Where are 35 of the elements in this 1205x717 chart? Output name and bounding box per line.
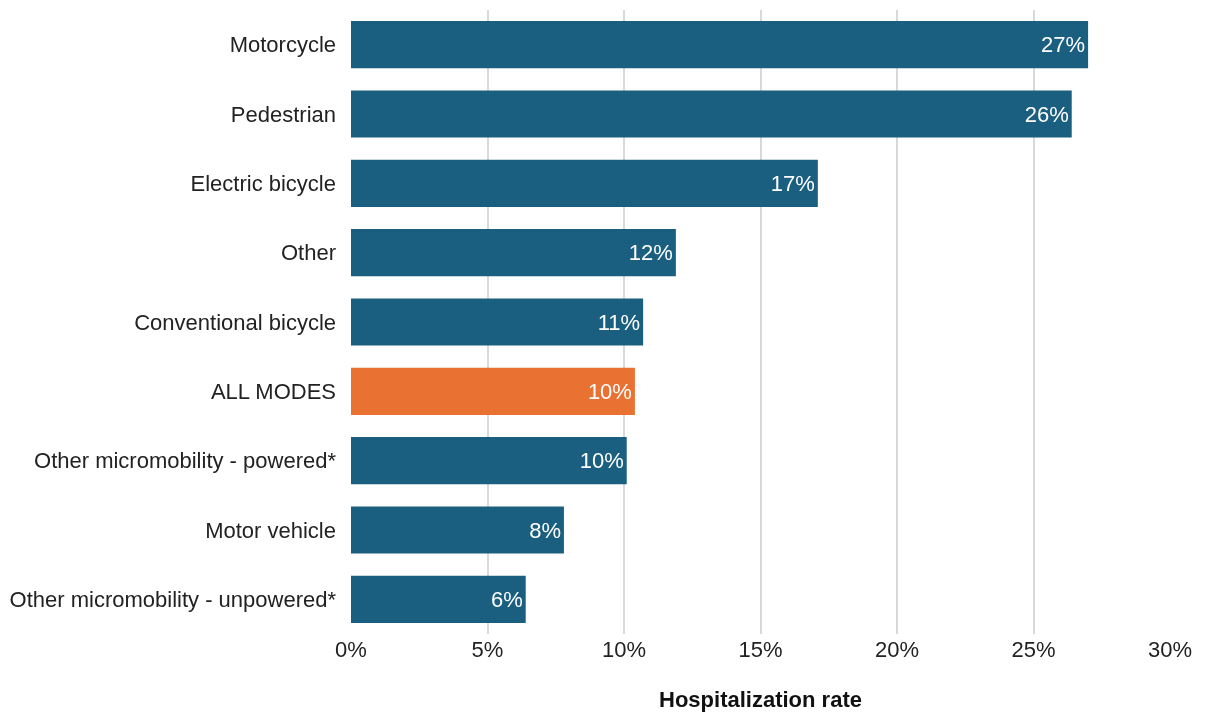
y-tick-label: Motor vehicle bbox=[205, 517, 336, 543]
y-tick-label: Other bbox=[280, 240, 336, 266]
y-tick-label: Pedestrian bbox=[230, 101, 336, 127]
data-label: 6% bbox=[490, 586, 523, 612]
data-label: 26% bbox=[1024, 101, 1069, 127]
bar bbox=[351, 229, 676, 277]
x-tick-label: 10% bbox=[601, 637, 647, 662]
bar bbox=[351, 437, 627, 485]
data-label: 8% bbox=[529, 517, 561, 543]
x-tick-label: 20% bbox=[874, 637, 920, 662]
data-label: 27% bbox=[1041, 32, 1086, 58]
y-tick-label: Other micromobility - unpowered* bbox=[9, 587, 337, 613]
y-tick-label: ALL MODES bbox=[210, 379, 336, 405]
data-label: 10% bbox=[579, 448, 624, 474]
bar bbox=[351, 159, 818, 207]
y-tick-label: Electric bicycle bbox=[190, 171, 336, 197]
x-tick-label: 15% bbox=[738, 637, 783, 662]
bar bbox=[351, 298, 644, 346]
bar bbox=[351, 367, 635, 415]
bar bbox=[351, 90, 1072, 138]
x-tick-label: 30% bbox=[1147, 637, 1193, 662]
x-tick-label: 0% bbox=[335, 637, 367, 662]
y-tick-label: Conventional bicycle bbox=[134, 309, 336, 335]
bar bbox=[351, 506, 564, 554]
y-tick-label: Motorcycle bbox=[229, 32, 336, 58]
bar bbox=[351, 21, 1089, 69]
data-label: 11% bbox=[597, 309, 641, 335]
y-tick-label: Other micromobility - powered* bbox=[34, 448, 337, 474]
data-label: 12% bbox=[628, 240, 673, 266]
data-label: 17% bbox=[770, 170, 815, 196]
x-axis-title: Hospitalization rate bbox=[659, 686, 862, 712]
data-label: 10% bbox=[587, 378, 632, 404]
bar bbox=[351, 575, 526, 623]
x-tick-label: 25% bbox=[1011, 637, 1056, 662]
x-tick-label: 5% bbox=[471, 637, 504, 662]
